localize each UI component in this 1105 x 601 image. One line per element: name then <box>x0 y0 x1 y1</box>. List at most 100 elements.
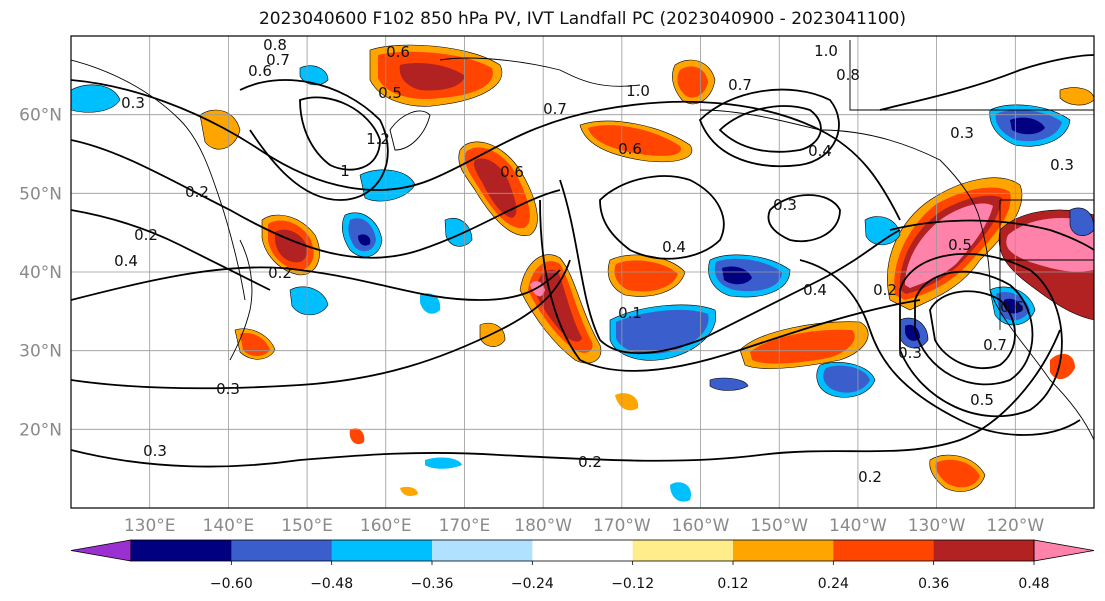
pv-blob <box>588 125 681 156</box>
colorbar-swatch <box>632 540 734 561</box>
contour-value-label: 0.6 <box>1000 298 1024 316</box>
lon-tick-label: 160°W <box>672 516 730 536</box>
pv-blob <box>670 482 691 502</box>
contour-value-label: 0.3 <box>121 94 145 112</box>
pv-blob <box>1010 117 1045 135</box>
colorbar-swatch <box>131 540 232 561</box>
coastline <box>71 59 246 301</box>
contour-value-label: 0.5 <box>948 236 972 254</box>
contour-line <box>879 54 1094 111</box>
colorbar-tick-label: 0.36 <box>918 576 949 592</box>
contour-labels: 0.80.70.60.31.210.50.20.20.40.20.30.30.2… <box>114 36 1074 486</box>
contour-line <box>799 259 1081 436</box>
contour-value-label: 0.4 <box>114 252 138 270</box>
colorbar-tick-label: −0.12 <box>611 576 654 592</box>
colorbar-extend-high <box>1033 539 1095 562</box>
pv-blob <box>358 234 371 246</box>
colorbar-swatch <box>331 540 433 561</box>
contour-line <box>299 96 381 171</box>
contour-value-label: 1.0 <box>626 82 650 100</box>
lat-tick-label: 40°N <box>19 263 62 283</box>
pv-blob <box>425 457 462 469</box>
pv-blob <box>275 229 308 263</box>
contour-line <box>899 253 1063 418</box>
contour-value-label: 0.6 <box>386 43 410 61</box>
pv-blob <box>864 216 901 246</box>
contour-line <box>539 199 921 372</box>
pv-blob <box>1050 353 1075 380</box>
contour-value-label: 0.8 <box>263 36 287 54</box>
contour-value-label: 0.2 <box>578 453 602 471</box>
lon-tick-label: 130°E <box>124 516 176 536</box>
contour-line <box>71 139 561 259</box>
contour-value-label: 0.3 <box>1050 156 1074 174</box>
contour-value-label: 1 <box>340 162 350 180</box>
contour-value-label: 1.2 <box>366 130 390 148</box>
colorbar-tick-label: 0.24 <box>818 576 849 592</box>
contour-value-label: 0.3 <box>773 196 797 214</box>
colorbar-tick-label: −0.48 <box>310 576 353 592</box>
coastline <box>999 199 1094 330</box>
contour-value-label: 0.7 <box>728 76 752 94</box>
contour-value-label: 0.3 <box>143 442 167 460</box>
contour-value-label: 0.5 <box>378 84 402 102</box>
colorbar-swatch <box>231 540 333 561</box>
pv-anomaly-layer <box>71 44 1094 502</box>
coastline <box>849 40 1094 111</box>
pv-blob <box>473 158 517 218</box>
coastline <box>699 109 941 161</box>
lon-tick-label: 130°W <box>908 516 966 536</box>
contour-value-label: 0.2 <box>873 281 897 299</box>
contour-line <box>599 175 725 260</box>
pv-blob <box>199 109 241 150</box>
colorbar-tick-label: −0.24 <box>511 576 554 592</box>
lat-tick-label: 60°N <box>19 106 62 126</box>
contour-value-label: 0.1 <box>618 304 642 322</box>
pv-blob <box>935 459 980 488</box>
contour-value-label: 0.2 <box>268 264 292 282</box>
contour-value-label: 0.4 <box>808 142 832 160</box>
contour-line <box>929 290 1016 370</box>
lon-tick-label: 150°W <box>750 516 808 536</box>
pv-blob <box>289 286 329 316</box>
colorbar: −0.60 −0.48 −0.36 −0.24 −0.12 0.12 0.24 0.36 0.4… <box>70 539 1095 592</box>
contour-value-label: 0.7 <box>543 100 567 118</box>
lon-axis: 130°E 140°E 150°E 160°E 170°E 180°W 170°W 160°W… <box>124 516 1045 536</box>
pv-blob <box>905 203 993 288</box>
contour-value-label: 0.4 <box>662 238 686 256</box>
contour-value-label: 0.3 <box>898 344 922 362</box>
pv-blob <box>479 322 506 347</box>
contour-value-label: 0.2 <box>858 468 882 486</box>
contour-line <box>71 209 271 291</box>
coastline <box>389 110 431 151</box>
contour-value-label: 0.2 <box>185 183 209 201</box>
lon-tick-label: 180°W <box>514 516 572 536</box>
lon-tick-label: 150°E <box>281 516 333 536</box>
negative-pv-blobs <box>71 65 1094 502</box>
pv-blob <box>535 269 582 342</box>
contour-value-label: 0.3 <box>216 380 240 398</box>
contour-line <box>718 105 822 153</box>
contour-value-label: 0.6 <box>500 163 524 181</box>
contour-value-label: 0.8 <box>836 66 860 84</box>
lat-tick-label: 20°N <box>19 420 62 440</box>
pv-blob <box>823 365 870 393</box>
contour-value-label: 0.7 <box>983 336 1007 354</box>
lat-tick-label: 50°N <box>19 184 62 204</box>
colorbar-frame <box>130 539 1035 562</box>
pv-blob <box>722 266 752 285</box>
pv-blob <box>349 428 365 445</box>
lat-tick-label: 30°N <box>19 342 62 362</box>
contour-value-label: 1.0 <box>814 42 838 60</box>
lon-tick-label: 170°E <box>439 516 491 536</box>
chart-title: 2023040600 F102 850 hPa PV, IVT Landfall… <box>258 9 906 29</box>
contour-value-label: 0.6 <box>618 140 642 158</box>
coastlines <box>71 40 1094 441</box>
contour-line <box>767 194 841 243</box>
contour-line <box>889 219 1094 251</box>
pv-blob <box>709 377 749 391</box>
contour-line <box>239 79 389 201</box>
coastline <box>439 57 641 87</box>
contour-value-label: 0.7 <box>266 51 290 69</box>
